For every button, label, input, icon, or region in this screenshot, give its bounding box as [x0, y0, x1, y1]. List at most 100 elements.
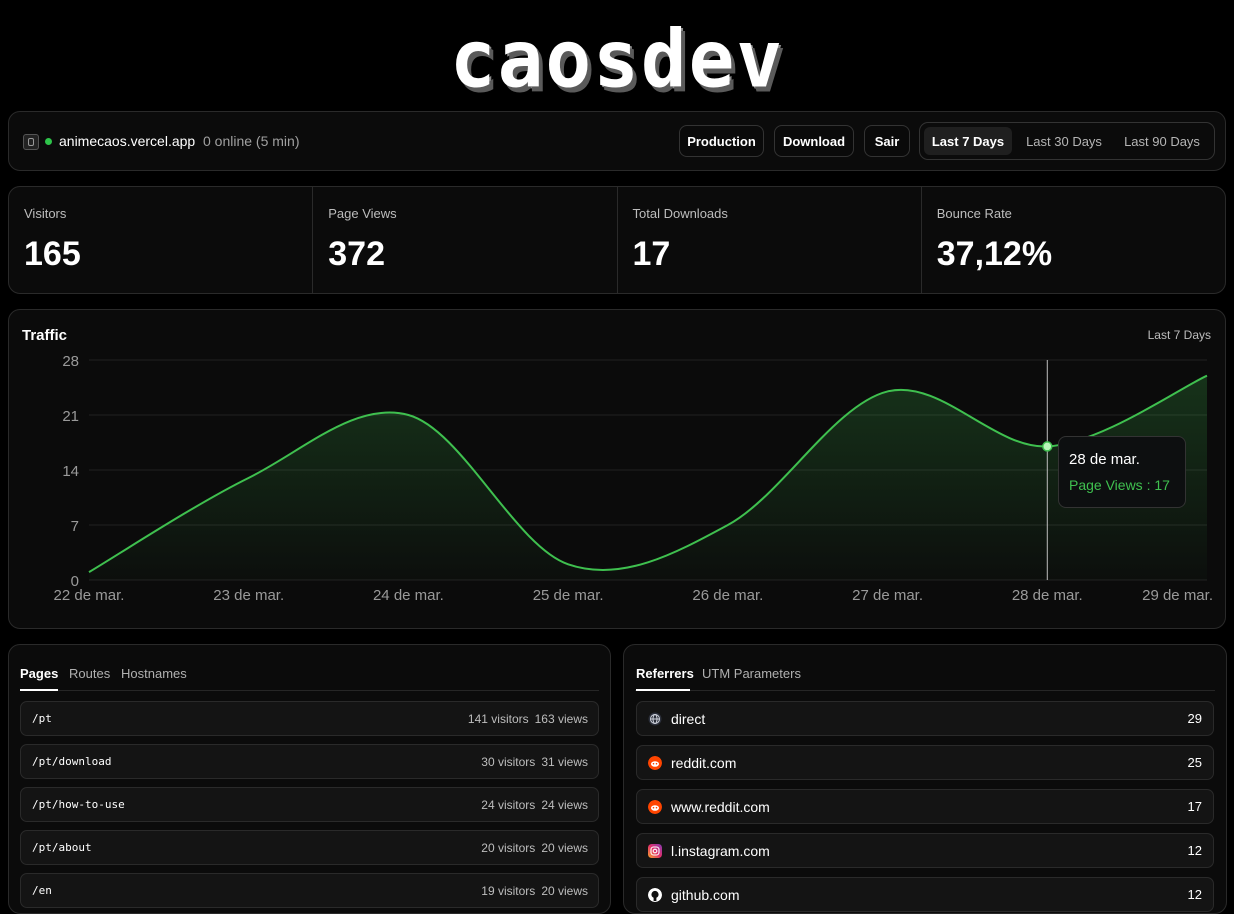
referrer-name: reddit.com — [671, 755, 737, 771]
tab-pages[interactable]: Pages — [20, 666, 59, 681]
stat-label: Bounce Rate — [936, 206, 1012, 221]
traffic-chart[interactable]: 0 7 14 21 28 22 de mar. 23 de mar. 24 de mar. 25… — [9, 310, 1225, 628]
traffic-title: Traffic — [22, 327, 68, 344]
highlight-point — [1042, 441, 1053, 452]
page-row[interactable]: /pt/about 20 visitors 20 views — [20, 830, 599, 865]
x-tick-label: 24 de mar. — [373, 587, 444, 604]
page-row[interactable]: /pt/how-to-use 24 visitors 24 views — [20, 787, 599, 822]
x-tick-label: 29 de mar. — [1142, 587, 1213, 604]
tooltip-date: 28 de mar. — [1069, 451, 1140, 468]
page-views: 163 views — [534, 712, 588, 726]
referrer-count: 29 — [1187, 711, 1202, 726]
page-row-stats: 19 visitors 20 views — [481, 884, 588, 898]
page-row[interactable]: /en 19 visitors 20 views — [20, 873, 599, 908]
referrer-name: direct — [671, 711, 706, 727]
page-visitors: 24 visitors — [481, 798, 536, 812]
referrer-row[interactable]: www.reddit.com 17 — [636, 789, 1214, 824]
tab-divider — [635, 690, 1215, 691]
page-row-stats: 141 visitors 163 views — [468, 712, 588, 726]
stat-value: 372 — [328, 235, 385, 273]
active-tab-indicator — [636, 689, 690, 691]
page-views: 20 views — [541, 884, 588, 898]
traffic-range: Last 7 Days — [1147, 328, 1211, 342]
range-last-7-days[interactable]: Last 7 Days — [924, 127, 1012, 155]
referrer-row[interactable]: github.com 12 — [636, 877, 1214, 912]
page-path: /pt — [32, 712, 52, 725]
series-area — [89, 375, 1207, 580]
y-tick-label: 7 — [71, 518, 79, 535]
page-path: /pt/download — [32, 755, 112, 768]
tab-utm-parameters[interactable]: UTM Parameters — [702, 666, 801, 681]
range-last-90-days[interactable]: Last 90 Days — [1124, 133, 1200, 149]
page-row-stats: 24 visitors 24 views — [481, 798, 588, 812]
active-tab-indicator — [20, 689, 58, 691]
x-tick-label: 22 de mar. — [54, 587, 125, 604]
site-name[interactable]: animecaos.vercel.app — [59, 133, 196, 149]
logo-text: caosdev — [449, 11, 785, 105]
tab-divider — [20, 690, 599, 691]
y-tick-label: 21 — [62, 408, 79, 425]
referrer-name: l.instagram.com — [671, 843, 770, 859]
traffic-chart-card: Traffic Last 7 Days 0 7 14 21 28 22 de mar. 23… — [8, 309, 1226, 629]
page-visitors: 141 visitors — [467, 712, 529, 726]
stats-summary: Visitors 165 Page Views 372 Total Downlo… — [8, 186, 1226, 294]
page-row[interactable]: /pt/download 30 visitors 31 views — [20, 744, 599, 779]
page-path: /pt/about — [32, 841, 92, 854]
y-tick-label: 14 — [62, 463, 79, 480]
online-status-dot — [45, 138, 52, 145]
page-visitors: 30 visitors — [481, 755, 536, 769]
referrer-row[interactable]: reddit.com 25 — [636, 745, 1214, 780]
x-tick-label: 28 de mar. — [1012, 587, 1083, 604]
page-path: /en — [32, 884, 52, 897]
page-row[interactable]: /pt 141 visitors 163 views — [20, 701, 599, 736]
online-count: 0 online (5 min) — [203, 133, 300, 149]
referrer-count: 17 — [1187, 799, 1202, 814]
reddit-icon — [648, 756, 662, 770]
referrer-count: 12 — [1187, 887, 1202, 902]
page-visitors: 19 visitors — [481, 884, 536, 898]
site-favicon-icon — [23, 134, 39, 150]
y-tick-label: 0 — [71, 573, 79, 590]
site-toolbar: animecaos.vercel.app 0 online (5 min) Pr… — [8, 111, 1226, 171]
x-tick-label: 26 de mar. — [692, 587, 763, 604]
referrer-count: 25 — [1187, 755, 1202, 770]
stat-value: 17 — [632, 235, 671, 273]
tooltip-value: Page Views : 17 — [1069, 477, 1170, 493]
page-views: 31 views — [541, 755, 588, 769]
download-button[interactable]: Download — [774, 125, 854, 157]
page-views: 24 views — [541, 798, 588, 812]
series-line — [88, 374, 1208, 574]
page-views: 20 views — [541, 841, 588, 855]
tab-hostnames[interactable]: Hostnames — [121, 666, 187, 681]
instagram-icon — [648, 844, 662, 858]
chart-tooltip: 28 de mar. Page Views : 17 — [1058, 436, 1186, 508]
y-tick-label: 28 — [62, 353, 79, 370]
referrer-row[interactable]: direct 29 — [636, 701, 1214, 736]
date-range-selector: Last 7 Days Last 30 Days Last 90 Days — [919, 122, 1215, 160]
stat-value: 37,12% — [936, 235, 1053, 273]
referrer-count: 12 — [1187, 843, 1202, 858]
referrer-name: github.com — [671, 887, 740, 903]
tab-referrers[interactable]: Referrers — [636, 666, 694, 681]
page-path: /pt/how-to-use — [32, 798, 125, 811]
referrer-row[interactable]: l.instagram.com 12 — [636, 833, 1214, 868]
x-tick-label: 25 de mar. — [533, 587, 604, 604]
range-last-30-days[interactable]: Last 30 Days — [1026, 133, 1102, 149]
stat-page-views: Page Views 372 — [313, 187, 618, 293]
logout-button[interactable]: Sair — [864, 125, 910, 157]
page-row-stats: 30 visitors 31 views — [481, 755, 588, 769]
stat-bounce-rate: Bounce Rate 37,12% — [922, 187, 1225, 293]
stat-label: Visitors — [24, 206, 67, 221]
globe-icon — [648, 712, 662, 726]
stat-total-downloads: Total Downloads 17 — [618, 187, 922, 293]
page-visitors: 20 visitors — [481, 841, 536, 855]
pages-panel: Pages Routes Hostnames /pt 141 visitors 1… — [8, 644, 611, 914]
stat-visitors: Visitors 165 — [9, 187, 314, 293]
stat-label: Total Downloads — [632, 206, 728, 221]
production-button[interactable]: Production — [679, 125, 764, 157]
stat-label: Page Views — [328, 206, 397, 221]
tab-routes[interactable]: Routes — [69, 666, 111, 681]
x-tick-label: 27 de mar. — [852, 587, 923, 604]
x-tick-label: 23 de mar. — [213, 587, 284, 604]
referrer-name: www.reddit.com — [671, 799, 770, 815]
